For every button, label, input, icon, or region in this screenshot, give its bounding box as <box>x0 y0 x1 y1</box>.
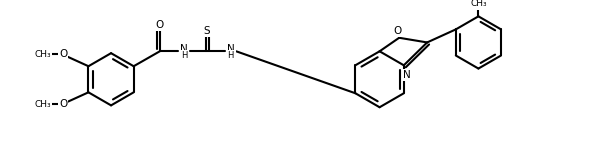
Text: N: N <box>403 70 411 80</box>
Text: O: O <box>59 99 67 109</box>
Text: N: N <box>180 43 188 54</box>
Text: H: H <box>228 50 234 60</box>
Text: O: O <box>393 26 401 36</box>
Text: S: S <box>203 26 210 36</box>
Text: CH₃: CH₃ <box>34 100 51 109</box>
Text: O: O <box>59 49 67 59</box>
Text: CH₃: CH₃ <box>470 0 487 8</box>
Text: O: O <box>156 20 164 30</box>
Text: CH₃: CH₃ <box>34 50 51 59</box>
Text: H: H <box>181 50 187 60</box>
Text: N: N <box>227 43 234 54</box>
